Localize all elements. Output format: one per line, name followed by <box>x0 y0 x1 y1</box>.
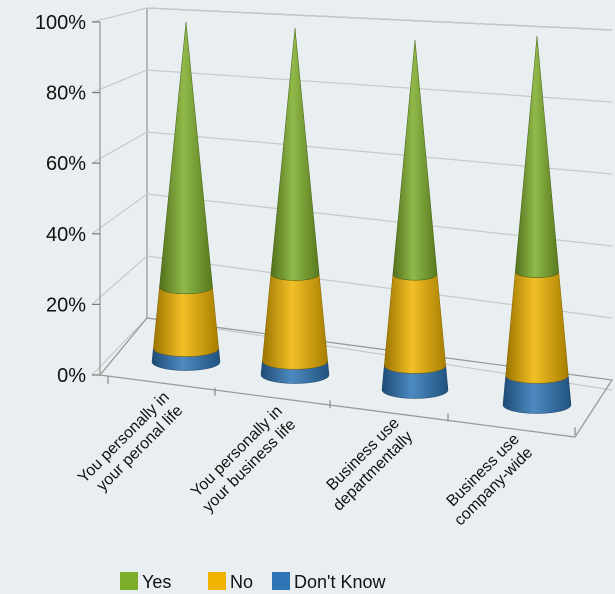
x-category-label: Business usedepartmentally <box>317 415 417 515</box>
legend-label: No <box>230 572 253 592</box>
legend-swatch <box>120 572 138 590</box>
legend-swatch <box>272 572 290 590</box>
cone-segment-no <box>153 287 219 357</box>
cone-segment-no <box>505 272 569 384</box>
x-category-label: Business usecompany-wide <box>438 431 536 529</box>
gridline <box>91 193 613 247</box>
x-category-label: You personally inyour business life <box>186 403 299 516</box>
gridline <box>91 255 613 319</box>
cone-segment-yes <box>392 39 438 281</box>
gridline <box>91 69 613 103</box>
legend-item: Yes <box>120 572 171 592</box>
y-tick-label: 40% <box>46 224 86 246</box>
gridline <box>91 7 613 31</box>
chart-walls <box>91 7 614 438</box>
cone-segment-no <box>384 274 446 374</box>
cone-segment-no <box>262 274 328 370</box>
gridline <box>91 131 613 175</box>
cone-2 <box>260 27 330 384</box>
legend: Yes No Don't Know <box>120 572 386 592</box>
legend-label: Yes <box>142 572 171 592</box>
legend-item: Don't Know <box>272 572 386 592</box>
y-axis-ticks: 0% 20% 40% 60% 80% 100% <box>35 12 576 436</box>
cone-3 <box>381 39 449 399</box>
y-tick-label: 60% <box>46 153 86 175</box>
y-tick-label: 0% <box>57 365 86 387</box>
y-tick-label: 20% <box>46 294 86 316</box>
cone-segment-yes <box>514 35 560 278</box>
legend-item: No <box>208 572 253 592</box>
y-tick-label: 80% <box>46 83 86 105</box>
legend-label: Don't Know <box>294 572 386 592</box>
cone-segment-yes <box>270 27 320 281</box>
cone-4 <box>502 35 572 414</box>
legend-swatch <box>208 572 226 590</box>
x-axis-labels: You personally inyour peronal life You pe… <box>75 389 536 529</box>
cone-series <box>151 21 572 414</box>
cone-1 <box>151 21 221 371</box>
x-category-label: You personally inyour peronal life <box>75 389 186 500</box>
floor <box>98 317 614 438</box>
y-tick-label: 100% <box>35 12 86 34</box>
cone-segment-yes <box>159 21 213 295</box>
